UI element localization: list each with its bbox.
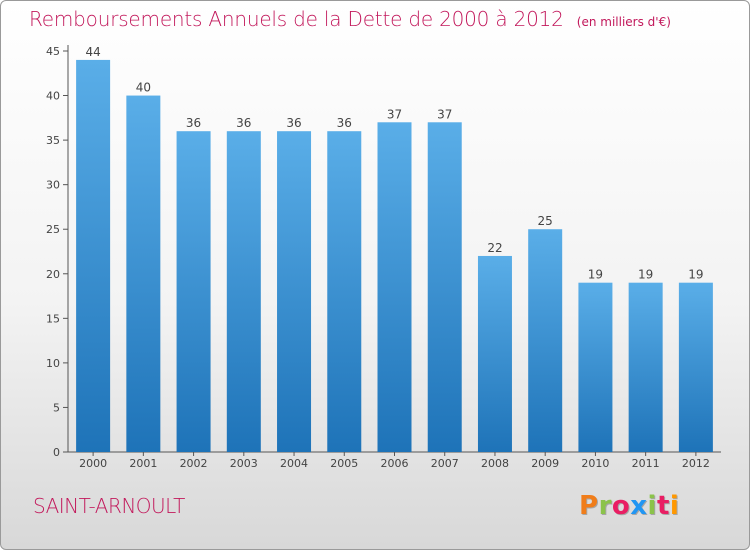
bar-chart: 0 5 10 15 20 25 30 35 40 45 2000 2001 2002 2003 2004 20… <box>46 45 721 470</box>
chart-subtitle: (en milliers d'€) <box>576 15 671 29</box>
data-label-2011: 19 <box>638 268 653 282</box>
data-label-2010: 19 <box>588 268 603 282</box>
y-tick-label: 10 <box>46 357 60 370</box>
bar-2006 <box>377 122 412 453</box>
commune-name: SAINT-ARNOULT <box>33 494 185 518</box>
y-tick-label: 15 <box>46 312 60 325</box>
y-tick-label: 25 <box>46 223 60 236</box>
data-label-2005: 36 <box>337 116 352 130</box>
x-tick-label: 2008 <box>481 457 509 470</box>
y-tick-label: 20 <box>46 268 60 281</box>
x-tick-label: 2006 <box>381 457 409 470</box>
bar-2010 <box>578 282 613 452</box>
logo-letter: i <box>647 491 657 521</box>
x-tick-label: 2005 <box>330 457 358 470</box>
data-label-2000: 44 <box>85 45 100 59</box>
bar-2011 <box>628 282 663 452</box>
y-tick-label: 35 <box>46 134 60 147</box>
y-tick-label: 30 <box>46 179 60 192</box>
bar-2003 <box>226 131 261 452</box>
bar-2002 <box>176 131 211 452</box>
bar-2009 <box>528 229 563 452</box>
x-tick-label: 2012 <box>682 457 710 470</box>
data-label-2003: 36 <box>236 116 251 130</box>
x-tick-label: 2010 <box>581 457 609 470</box>
bars <box>76 59 713 453</box>
data-label-2012: 19 <box>688 268 703 282</box>
data-label-2004: 36 <box>286 116 301 130</box>
data-label-2009: 25 <box>538 214 553 228</box>
bar-2007 <box>427 122 462 453</box>
data-label-2001: 40 <box>136 81 151 95</box>
x-tick-label: 2002 <box>180 457 208 470</box>
axes: 0 5 10 15 20 25 30 35 40 45 2000 2001 2002 2003 2004 20… <box>46 45 721 470</box>
data-label-2006: 37 <box>387 107 402 121</box>
y-tick-label: 0 <box>53 446 60 459</box>
chart-title: Remboursements Annuels de la Dette de 20… <box>29 7 564 31</box>
logo-letter: t <box>656 491 670 521</box>
data-label-2007: 37 <box>437 107 452 121</box>
logo-letter: P <box>579 491 599 521</box>
y-tick-label: 5 <box>53 401 60 414</box>
x-tick-label: 2003 <box>230 457 258 470</box>
bar-2012 <box>678 282 713 452</box>
y-tick-label: 40 <box>46 90 60 103</box>
y-tick-label: 45 <box>46 45 60 58</box>
bar-2000 <box>76 59 111 453</box>
x-tick-label: 2011 <box>632 457 660 470</box>
bar-2008 <box>477 255 512 452</box>
x-tick-label: 2001 <box>129 457 157 470</box>
bar-2001 <box>126 95 161 453</box>
chart-title-row: Remboursements Annuels de la Dette de 20… <box>29 7 671 31</box>
data-label-2008: 22 <box>487 241 502 255</box>
logo-letter: r <box>598 491 612 521</box>
bar-2005 <box>327 131 362 452</box>
data-label-2002: 36 <box>186 116 201 130</box>
logo-letter: x <box>630 491 648 521</box>
logo-letter: o <box>611 491 631 521</box>
x-tick-label: 2009 <box>531 457 559 470</box>
bar-2004 <box>277 131 312 452</box>
logo-letter: i <box>669 491 680 521</box>
x-tick-label: 2007 <box>431 457 459 470</box>
x-tick-label: 2000 <box>79 457 107 470</box>
data-labels: 44 40 36 36 36 36 37 37 22 25 19 19 19 <box>85 45 703 282</box>
x-tick-label: 2004 <box>280 457 308 470</box>
proxiti-logo: Proxiti <box>579 491 679 521</box>
